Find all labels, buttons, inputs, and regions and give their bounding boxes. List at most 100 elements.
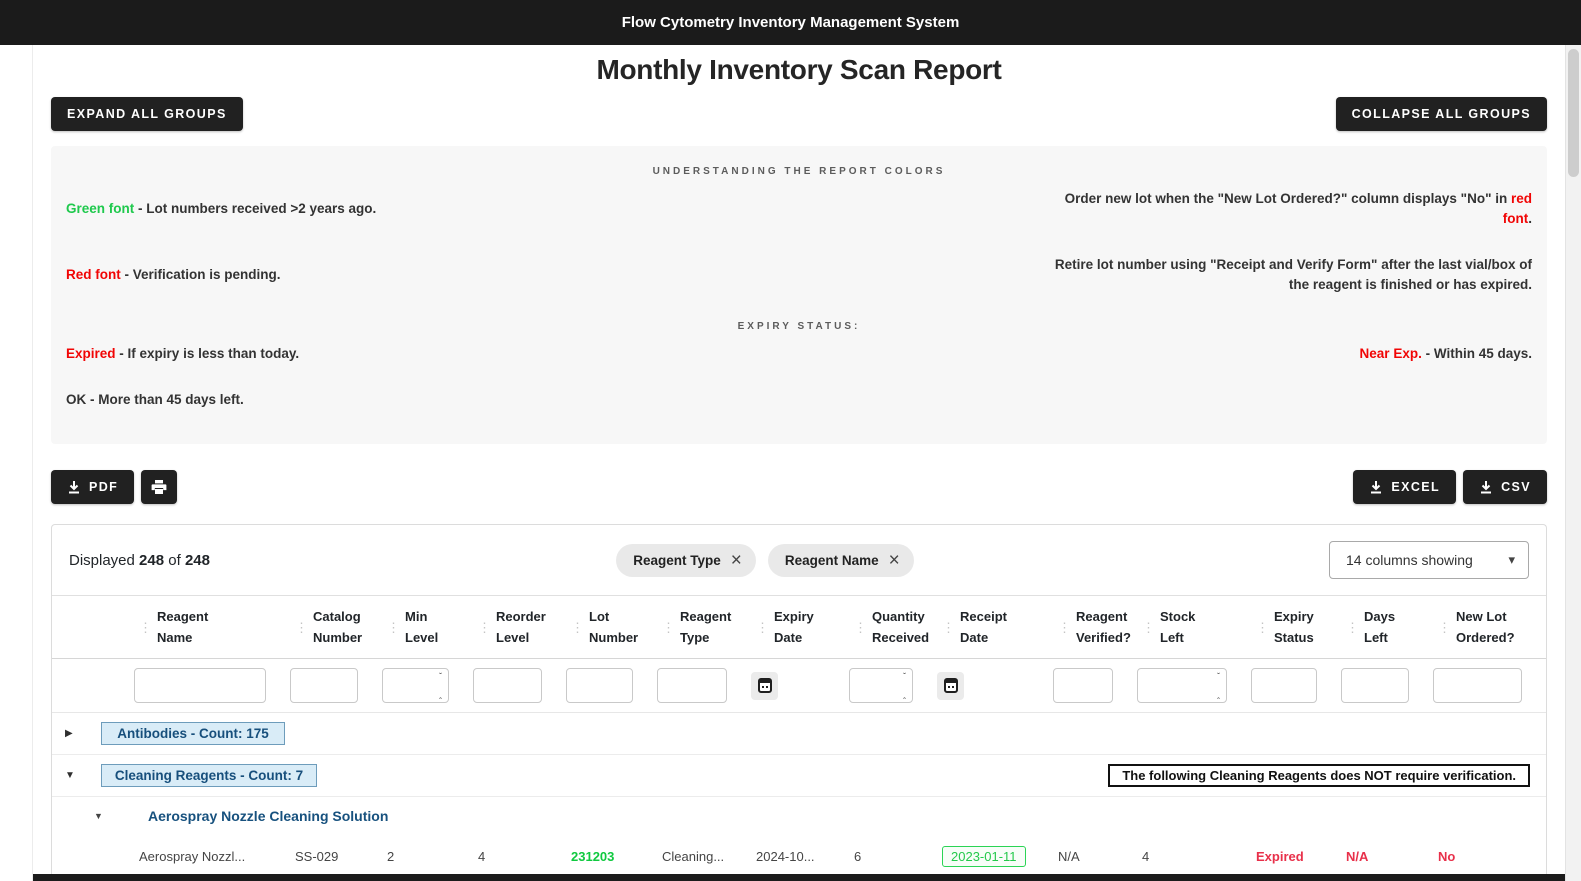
collapse-all-groups-button[interactable]: COLLAPSE ALL GROUPS [1335,97,1547,131]
download-csv-button[interactable]: CSV [1463,470,1547,504]
column-header-stock-left[interactable]: ⋮ Stock Left [1129,596,1243,658]
collapse-down-icon[interactable]: ▼ [94,811,103,821]
cell-reagent-type: Cleaning... [662,849,725,864]
filter-quantity-received-input[interactable] [849,668,913,703]
column-header-reorder-level[interactable]: ⋮ Reorder Level [465,596,558,658]
column-header-days-left[interactable]: ⋮ Days Left [1333,596,1425,658]
filter-stock-left-input[interactable] [1137,668,1227,703]
printer-icon [151,480,167,494]
filter-reorder-level-input[interactable] [473,668,542,703]
legend-panel: UNDERSTANDING THE REPORT COLORS Green fo… [51,146,1547,444]
spinner-up-icon: ˇ︎ [1217,671,1220,681]
column-header-receipt-date[interactable]: ⋮ Receipt Date [929,596,1045,658]
filter-reagent-type-input[interactable] [657,668,727,703]
column-header-label: New Lot Ordered? [1456,609,1515,645]
column-header-new-lot-ordered[interactable]: ⋮ New Lot Ordered? [1425,596,1538,658]
cell-expiry-status: Expired [1256,849,1304,864]
number-stepper[interactable]: ˇ︎ ˇ [1217,671,1220,700]
close-icon[interactable]: × [730,549,742,571]
displayed-label: Displayed [69,551,135,569]
chip-reagent-name[interactable]: Reagent Name × [767,543,914,577]
filter-new-lot-ordered-input[interactable] [1433,668,1522,703]
drag-handle-icon[interactable]: ⋮ [478,619,491,635]
filter-days-left-input[interactable] [1341,668,1409,703]
legend-row-2: Red font - Verification is pending. Reti… [66,255,1532,295]
filter-reagent-verified-input[interactable] [1053,668,1113,703]
page-title: Monthly Inventory Scan Report [596,54,1002,85]
legend-row-3: Expired - If expiry is less than today. … [66,344,1532,364]
download-icon [69,481,79,494]
drag-handle-icon[interactable]: ⋮ [1256,619,1269,635]
column-header-reagent-verified[interactable]: ⋮ Reagent Verified? [1045,596,1131,658]
chip-label: Reagent Type [633,552,721,568]
drag-handle-icon[interactable]: ⋮ [1142,619,1155,635]
pdf-button-label: PDF [89,480,119,494]
columns-showing-dropdown[interactable]: 14 columns showing ▾ [1329,541,1529,579]
bottom-edge-bar [33,874,1565,881]
drag-handle-icon[interactable]: ⋮ [854,619,867,635]
drag-handle-icon[interactable]: ⋮ [295,619,308,635]
cell-expiry-date: 2024-10... [756,849,815,864]
drag-handle-icon[interactable]: ⋮ [1438,619,1451,635]
filter-expiry-status-input[interactable] [1251,668,1317,703]
column-header-min-level[interactable]: ⋮ Min Level [374,596,465,658]
column-header-expander [52,596,126,658]
chip-label: Reagent Name [784,552,879,568]
filter-receipt-date-calendar-button[interactable] [937,671,964,700]
scrollbar-thumb[interactable] [1568,49,1579,177]
drag-handle-icon[interactable]: ⋮ [1058,619,1071,635]
column-header-label: Min Level [405,609,439,645]
collapse-down-icon[interactable]: ▼ [65,770,75,781]
number-stepper[interactable]: ˇ︎ ˇ [903,672,906,700]
column-header-catalog-number[interactable]: ⋮ Catalog Number [282,596,374,658]
download-icon [1371,481,1382,494]
displayed-count: Displayed 248 of 248 [69,552,650,569]
drag-handle-icon[interactable]: ⋮ [139,619,152,635]
drag-handle-icon[interactable]: ⋮ [942,619,955,635]
column-header-label: Stock Left [1160,609,1196,645]
cell-stock-left: 4 [1142,849,1150,864]
cell-reorder-level: 4 [478,849,486,864]
column-header-label: Days Left [1364,609,1396,645]
legend-red-font: Red font - Verification is pending. [66,265,281,285]
column-header-expiry-status[interactable]: ⋮ Expiry Status [1243,596,1333,658]
filter-lot-number-input[interactable] [566,668,633,703]
group-badge-antibodies[interactable]: Antibodies - Count: 175 [101,722,285,745]
subgroup-label-aerospray[interactable]: Aerospray Nozzle Cleaning Solution [148,808,389,824]
column-header-label: Reorder Level [496,609,546,645]
chip-reagent-type[interactable]: Reagent Type × [616,543,756,577]
column-header-label: Expiry Date [774,609,814,645]
csv-button-label: CSV [1501,480,1531,494]
column-header-expiry-date[interactable]: ⋮ Expiry Date [743,596,841,658]
filter-reagent-name-input[interactable] [134,668,266,703]
expand-right-icon[interactable]: ▶ [65,728,73,739]
column-header-label: Catalog Number [313,609,363,645]
legend-green-font: Green font - Lot numbers received >2 yea… [66,199,376,219]
download-pdf-button[interactable]: PDF [51,470,135,504]
column-header-reagent-type[interactable]: ⋮ Reagent Type [649,596,743,658]
filter-min-level-input[interactable] [382,668,449,703]
table-row: Aerospray Nozzl... SS-029 2 4 231203 Cle… [52,835,1546,874]
legend-order-note: Order new lot when the "New Lot Ordered?… [1037,189,1532,229]
drag-handle-icon[interactable]: ⋮ [571,619,584,635]
drag-handle-icon[interactable]: ⋮ [662,619,675,635]
legend-red-desc: - Verification is pending. [124,267,281,282]
scrollbar[interactable] [1565,45,1581,881]
expand-all-groups-button[interactable]: EXPAND ALL GROUPS [51,97,243,131]
drag-handle-icon[interactable]: ⋮ [387,619,400,635]
column-header-quantity-received[interactable]: ⋮ Quantity Received [841,596,929,658]
column-header-lot-number[interactable]: ⋮ Lot Number [558,596,649,658]
displayed-count-value: 248 [139,551,165,569]
print-button[interactable] [141,470,178,504]
drag-handle-icon[interactable]: ⋮ [1346,619,1359,635]
group-badge-cleaning-reagents[interactable]: Cleaning Reagents - Count: 7 [101,764,317,787]
download-excel-button[interactable]: EXCEL [1353,470,1457,504]
excel-button-label: EXCEL [1391,480,1441,494]
close-icon[interactable]: × [888,549,900,571]
column-header-reagent-name[interactable]: ⋮ Reagent Name [126,596,282,658]
drag-handle-icon[interactable]: ⋮ [756,619,769,635]
filter-catalog-number-input[interactable] [290,668,358,703]
filter-expiry-date-calendar-button[interactable] [751,671,778,700]
legend-row-1: Green font - Lot numbers received >2 yea… [66,189,1532,229]
number-stepper[interactable]: ˇ︎ ˇ [439,672,442,700]
